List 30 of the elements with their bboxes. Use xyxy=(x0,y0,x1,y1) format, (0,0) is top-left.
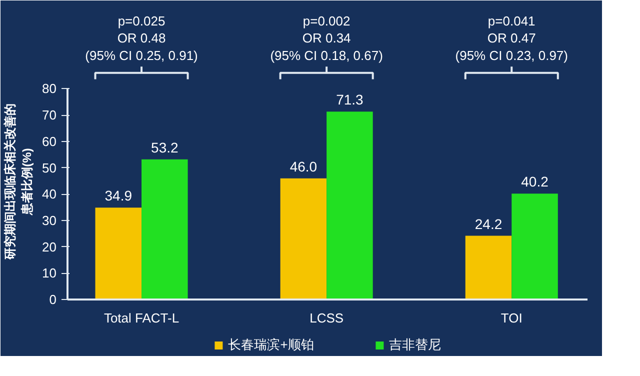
legend-label: 长春瑞滨+顺铂 xyxy=(228,336,314,354)
x-tick-label: Total FACT-L xyxy=(104,310,180,326)
y-tick-label: 20 xyxy=(42,239,57,254)
text: 24.2 xyxy=(474,216,502,232)
x-tick-label: LCSS xyxy=(310,310,344,326)
text: 34.9 xyxy=(104,188,132,204)
text: p=0.025 OR 0.48 (95% CI 0.25, 0.91) xyxy=(85,13,198,63)
text: 53.2 xyxy=(151,139,178,156)
y-tick-label: 10 xyxy=(42,266,57,281)
y-axis-title: 研究期间出现临床相关改善的患者比例(%) xyxy=(3,104,34,260)
text: p=0.041 OR 0.47 (95% CI 0.23, 0.97) xyxy=(455,13,568,63)
y-tick-label: 30 xyxy=(42,213,57,228)
y-tick-label: 70 xyxy=(42,108,57,123)
bar xyxy=(465,236,512,300)
text: 71.3 xyxy=(336,92,364,108)
y-tick-label: 60 xyxy=(42,134,57,149)
text: 40.2 xyxy=(521,174,548,190)
bar xyxy=(512,194,558,300)
bar xyxy=(142,159,188,300)
x-tick-label: TOI xyxy=(500,310,522,326)
text: p=0.002 OR 0.34 (95% CI 0.18, 0.67) xyxy=(270,13,383,63)
y-tick-label: 50 xyxy=(42,160,57,176)
y-tick-label: 40 xyxy=(42,186,57,202)
bar xyxy=(280,178,327,300)
y-tick-label: 80 xyxy=(42,81,57,96)
bar xyxy=(326,112,373,300)
text: 46.0 xyxy=(290,158,318,174)
legend-label: 吉非替尼 xyxy=(388,336,441,354)
y-tick-label: 0 xyxy=(49,292,57,308)
bar xyxy=(95,208,142,300)
